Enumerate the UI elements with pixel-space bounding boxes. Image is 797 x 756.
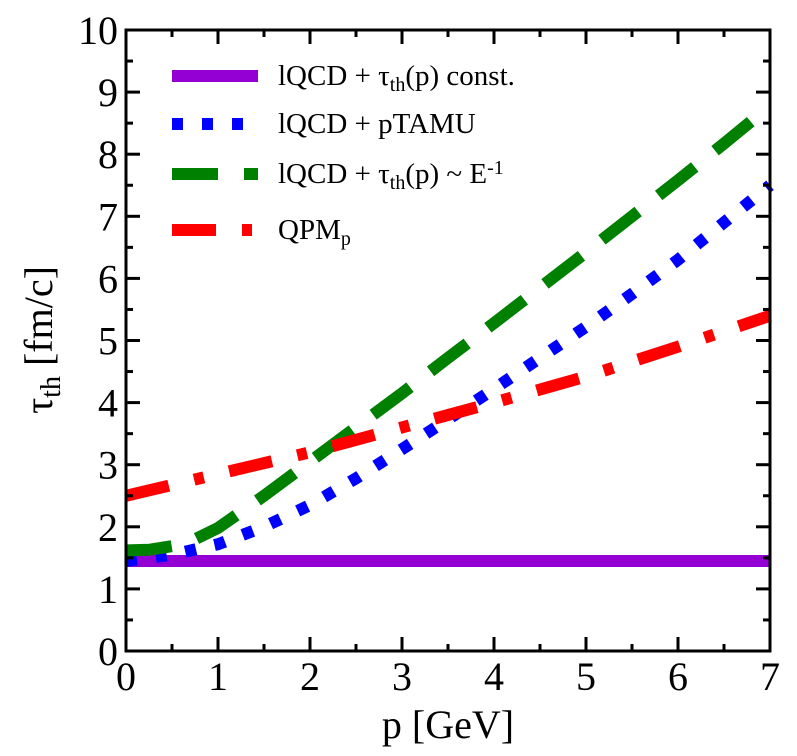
y-tick-label: 8 (98, 132, 118, 177)
y-axis-label-main: τ (16, 398, 61, 414)
y-axis-label-unit: [fm/c] (16, 266, 61, 376)
series-line-2 (125, 101, 774, 557)
series-line-1 (125, 180, 774, 567)
legend-label-main: lQCD + pTAMU (278, 108, 476, 140)
series-layer (124, 101, 774, 567)
legend-label-sub: p (341, 228, 351, 250)
x-tick-label: 3 (392, 654, 412, 699)
y-tick-label: 4 (98, 381, 118, 426)
legend-label-main: lQCD + τ (278, 158, 390, 190)
legend-entry-0: lQCD + τth(p) const. (172, 60, 515, 96)
y-tick-label: 7 (98, 194, 118, 239)
legend-label-main: QPM (278, 214, 341, 246)
y-tick-label: 2 (98, 505, 118, 550)
y-tick-label: 3 (98, 443, 118, 488)
y-axis-label-sub: th (36, 376, 67, 398)
y-tick-label: 1 (98, 567, 118, 612)
ticks-layer: 0 1 2 3 4 5 6 7 0 1 2 3 4 5 6 7 8 9 10 (78, 8, 780, 699)
x-tick-label: 2 (300, 654, 320, 699)
y-tick-label: 9 (98, 70, 118, 115)
y-tick-label: 10 (78, 8, 118, 53)
y-tick-label: 0 (98, 629, 118, 674)
legend-label: QPMp (278, 214, 351, 250)
x-axis-label: p [GeV] (382, 702, 514, 747)
x-tick-label: 1 (208, 654, 228, 699)
series-line-3 (124, 310, 772, 502)
legend-entry-3: QPMp (172, 214, 351, 250)
legend-label: lQCD + τth(p) const. (278, 60, 515, 96)
legend-label-rest: (p) ~ E (405, 158, 487, 190)
y-tick-label: 6 (98, 256, 118, 301)
legend-label-sub: th (390, 74, 406, 96)
legend-label-sub: th (390, 172, 406, 194)
legend-label-rest: (p) const. (405, 60, 515, 92)
legend-label: lQCD + τth(p) ~ E-1 (278, 157, 504, 194)
legend-label: lQCD + pTAMU (278, 108, 476, 140)
x-tick-label: 4 (484, 654, 504, 699)
x-tick-label: 7 (760, 654, 780, 699)
legend-label-sup: -1 (487, 157, 504, 179)
x-tick-label: 0 (116, 654, 136, 699)
x-tick-label: 6 (668, 654, 688, 699)
y-axis-label: τth [fm/c] (16, 266, 67, 414)
legend-entry-1: lQCD + pTAMU (172, 108, 476, 140)
x-tick-label: 5 (576, 654, 596, 699)
legend-entry-2: lQCD + τth(p) ~ E-1 (172, 157, 504, 194)
legend-label-main: lQCD + τ (278, 60, 390, 92)
y-tick-label: 5 (98, 319, 118, 364)
